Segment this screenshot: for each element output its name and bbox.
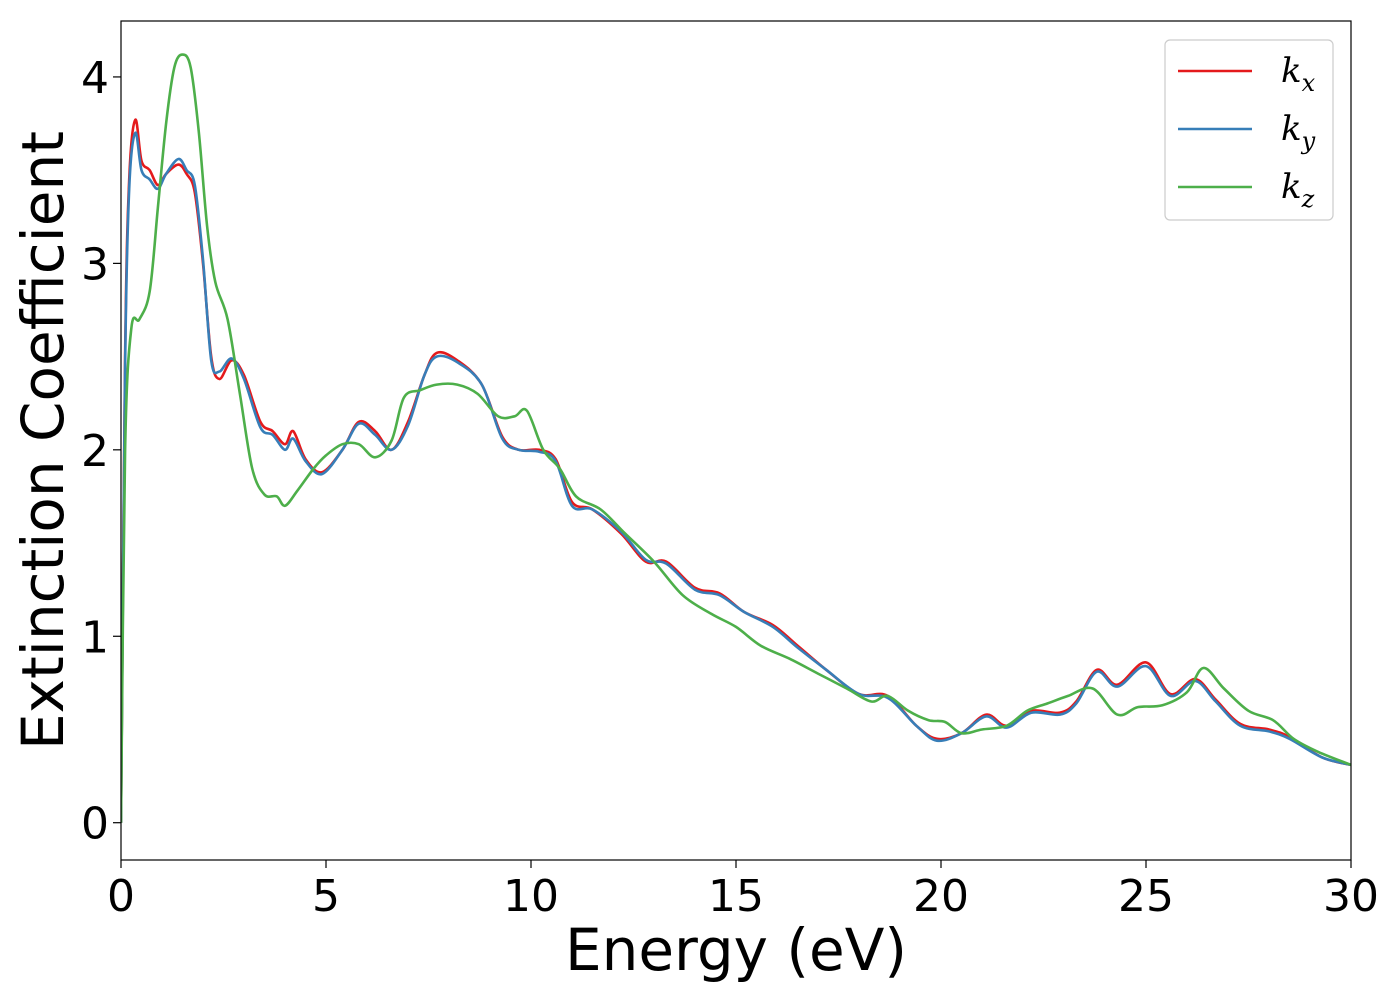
series-line-z (121, 53, 1351, 823)
x-tick-label: 0 (107, 871, 135, 922)
y-tick-label: 2 (81, 426, 109, 477)
series-line-y (121, 131, 1351, 823)
y-tick-label: 1 (81, 612, 109, 663)
y-axis-title: Extinction Coefficient (9, 131, 77, 750)
legend-item: ky (1178, 109, 1316, 155)
legend-label: kz (1281, 167, 1315, 213)
legend-item: kx (1178, 51, 1316, 97)
legend-label: kx (1281, 51, 1316, 97)
x-tick-label: 30 (1323, 871, 1379, 922)
legend-label: ky (1281, 109, 1316, 155)
y-tick-label: 4 (81, 53, 109, 104)
series-layer (121, 53, 1351, 823)
x-tick-label: 5 (312, 871, 340, 922)
x-axis-ticks: 0 5 10 15 20 25 30 (107, 860, 1379, 922)
x-axis-title: Energy (eV) (565, 916, 907, 984)
legend-item: kz (1178, 167, 1315, 213)
y-tick-label: 0 (81, 799, 109, 850)
x-tick-label: 15 (708, 871, 764, 922)
legend: kx ky kz (1164, 39, 1334, 221)
x-tick-label: 25 (1118, 871, 1174, 922)
x-tick-label: 10 (503, 871, 559, 922)
x-tick-label: 20 (913, 871, 969, 922)
y-axis-ticks: 0 1 2 3 4 (81, 53, 121, 850)
y-tick-label: 3 (81, 239, 109, 290)
